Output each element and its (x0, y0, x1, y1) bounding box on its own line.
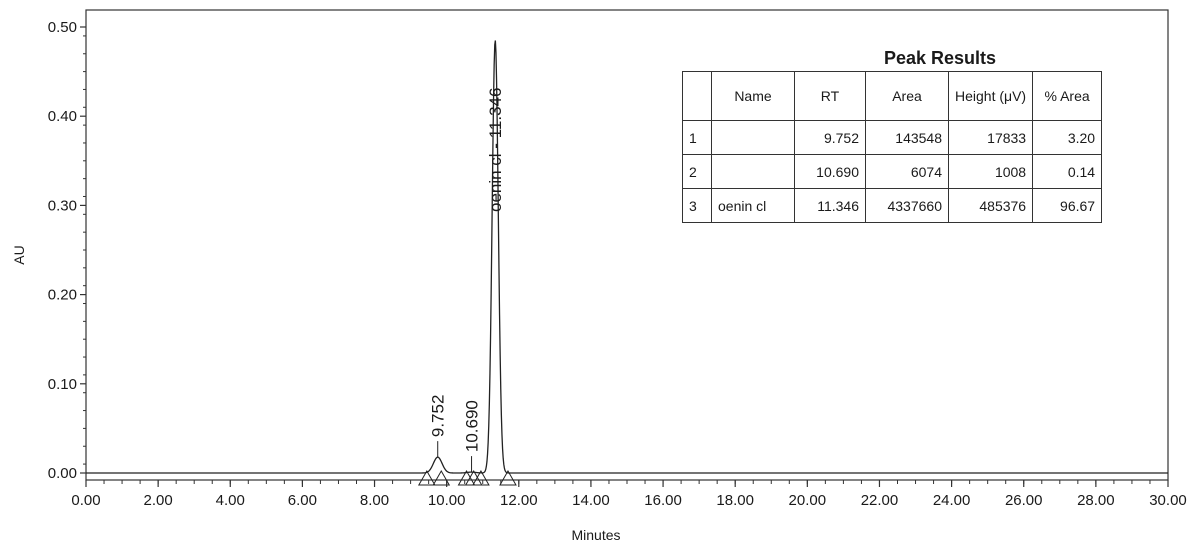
x-tick-label: 12.00 (500, 492, 538, 509)
integration-marker (499, 469, 517, 486)
x-tick-label: 10.00 (428, 492, 466, 509)
x-tick-label: 20.00 (789, 492, 827, 509)
integration-marker (417, 469, 436, 486)
header-name: Name (711, 71, 795, 121)
x-tick-label: 0.00 (71, 492, 100, 509)
peak-label: 9.752 (429, 395, 448, 438)
peak-results-table: Name RT Area Height (μV) % Area 1 9.752 … (682, 71, 1103, 223)
x-tick-label: 4.00 (216, 492, 245, 509)
table-row: 1 9.752 143548 17833 3.20 (682, 120, 1103, 155)
y-axis-title: AU (11, 245, 27, 264)
y-tick-label: 0.40 (48, 108, 77, 125)
x-tick-label: 22.00 (861, 492, 899, 509)
x-tick-label: 30.00 (1149, 492, 1187, 509)
cell-area: 4337660 (865, 188, 949, 223)
y-tick-label: 0.00 (48, 465, 77, 482)
cell-rt: 10.690 (794, 154, 866, 189)
cell-pct-area: 0.14 (1032, 154, 1103, 189)
cell-pct-area: 3.20 (1032, 120, 1103, 155)
integration-marker (432, 469, 451, 486)
cell-pct-area: 96.67 (1032, 188, 1103, 223)
peak-label: 10.690 (463, 400, 482, 452)
header-area: Area (865, 71, 949, 121)
x-tick-label: 6.00 (288, 492, 317, 509)
cell-height: 1008 (947, 154, 1034, 189)
x-tick-label: 26.00 (1005, 492, 1043, 509)
x-tick-label: 14.00 (572, 492, 610, 509)
y-tick-label: 0.10 (48, 376, 77, 393)
header-rt: RT (794, 71, 866, 121)
x-tick-label: 2.00 (144, 492, 173, 509)
x-tick-label: 24.00 (933, 492, 971, 509)
y-tick-label: 0.30 (48, 197, 77, 214)
cell-height: 17833 (947, 120, 1034, 155)
header-height: Height (μV) (947, 71, 1034, 121)
cell-index: 1 (682, 120, 712, 155)
cell-index: 3 (682, 188, 712, 223)
cell-name (711, 154, 795, 189)
cell-area: 6074 (865, 154, 949, 189)
x-tick-label: 28.00 (1077, 492, 1115, 509)
cell-area: 143548 (865, 120, 949, 155)
peak-label: oenin cl - 11.346 (486, 88, 505, 212)
cell-index: 2 (682, 154, 712, 189)
peak-results-panel: Peak Results Name RT Area Height (μV) % … (682, 48, 1108, 223)
x-tick-label: 8.00 (360, 492, 389, 509)
table-row: 3 oenin cl 11.346 4337660 485376 96.67 (682, 188, 1103, 223)
chromatogram-trace (86, 40, 1168, 474)
x-axis-title: Minutes (571, 527, 620, 543)
cell-name: oenin cl (711, 188, 795, 223)
table-row: 2 10.690 6074 1008 0.14 (682, 154, 1103, 189)
x-tick-label: 16.00 (644, 492, 682, 509)
peak-results-title: Peak Results (883, 48, 997, 68)
cell-name (711, 120, 795, 155)
y-tick-label: 0.50 (48, 19, 77, 36)
header-index (682, 71, 712, 121)
cell-height: 485376 (947, 188, 1034, 223)
cell-rt: 11.346 (794, 188, 866, 223)
table-header-row: Name RT Area Height (μV) % Area (682, 71, 1103, 121)
header-pct-area: % Area (1032, 71, 1103, 121)
cell-rt: 9.752 (794, 120, 866, 155)
y-tick-label: 0.20 (48, 287, 77, 304)
x-tick-label: 18.00 (716, 492, 754, 509)
integration-marker (472, 469, 490, 486)
